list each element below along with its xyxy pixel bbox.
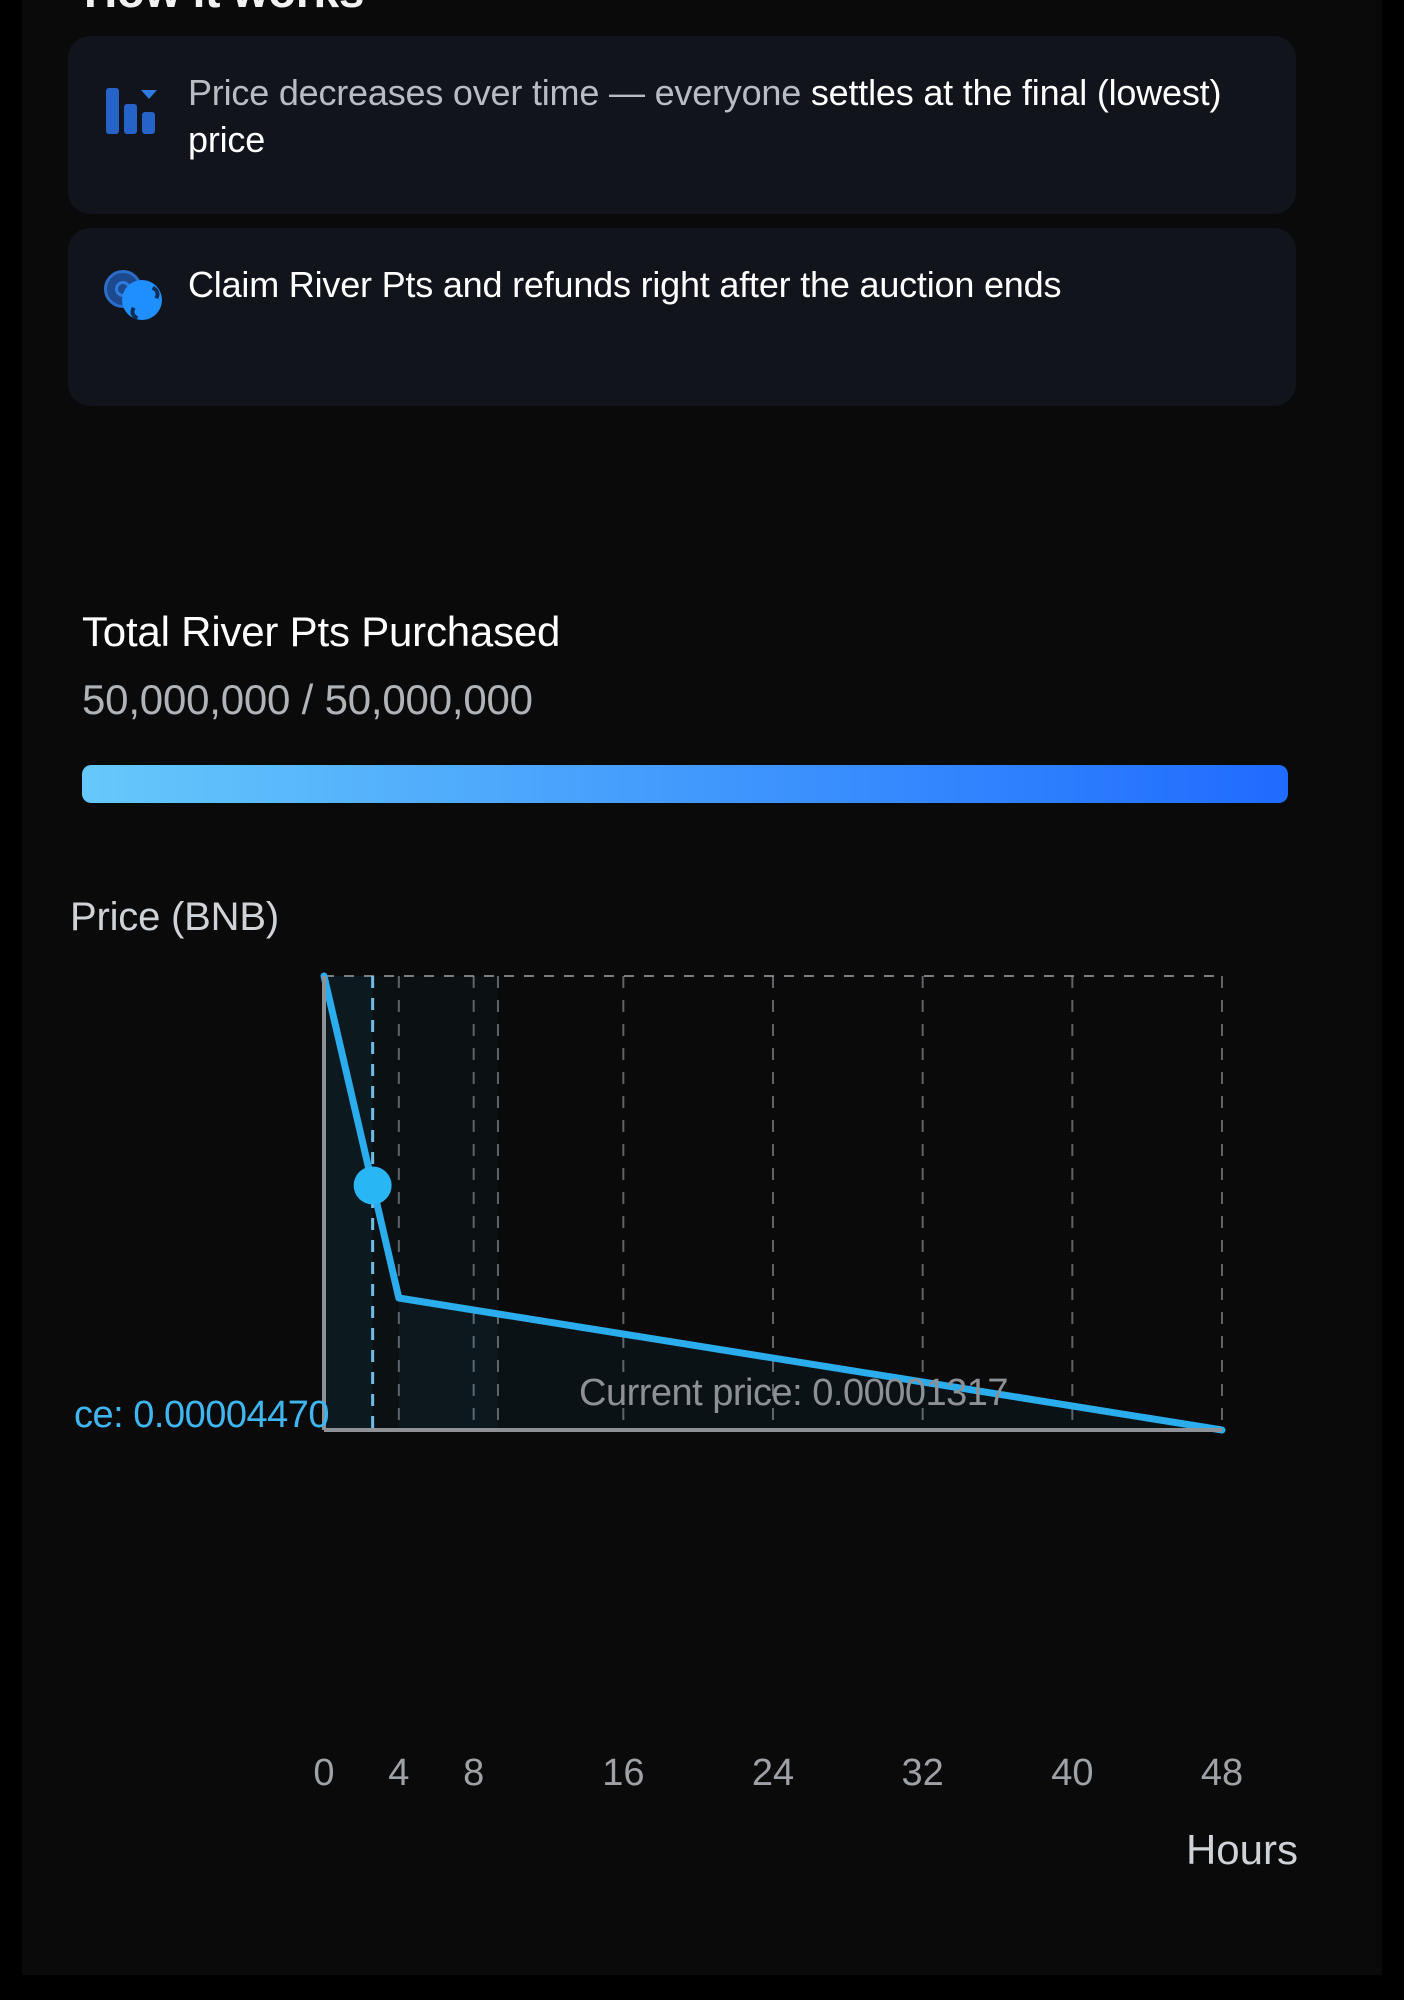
chart-x-tick: 16 <box>602 1752 645 1794</box>
info-card-text-lead: Claim River Pts and refunds right after … <box>188 264 1062 305</box>
river-pts-progress-bar <box>82 765 1288 803</box>
auction-page: How it works Price decreases over time —… <box>22 0 1382 1975</box>
total-river-pts-title: Total River Pts Purchased <box>82 608 561 655</box>
chart-x-tick: 40 <box>1051 1752 1094 1794</box>
chart-x-tick: 4 <box>388 1752 410 1794</box>
info-card-text-lead: Price decreases over time — everyone <box>188 72 811 113</box>
chart-canvas <box>320 972 1226 1434</box>
current-price-annotation: Current price: 0.00001317 <box>579 1372 1009 1414</box>
info-card-claim-refunds: Claim River Pts and refunds right after … <box>68 228 1296 406</box>
river-pts-progress-fill <box>82 765 1288 803</box>
info-card-text-highlight: settles at the final (lowest) price <box>188 72 1222 160</box>
bar-chart-icon <box>104 76 160 134</box>
settle-price-annotation: ce: 0.00004470 <box>74 1394 330 1436</box>
chart-axis-label-price: Price (BNB) <box>70 895 279 939</box>
chart-x-tick: 32 <box>901 1752 944 1794</box>
coins-icon <box>104 268 163 326</box>
chart-x-tick: 48 <box>1200 1752 1244 1794</box>
chart-x-axis-labels: 0 4 8 16 24 32 40 48 <box>22 1752 1382 1812</box>
chart-x-tick: 0 <box>313 1752 335 1794</box>
info-card-text: Claim River Pts and refunds right after … <box>188 262 1061 309</box>
chart-x-tick: 8 <box>463 1752 485 1794</box>
chart-x-tick: 24 <box>751 1752 795 1794</box>
section-heading: How it works <box>84 0 364 18</box>
info-card-price-decreases: Price decreases over time — everyone set… <box>68 36 1296 214</box>
total-river-pts-value: 50,000,000 / 50,000,000 <box>82 676 533 723</box>
price-curve-chart <box>22 960 1382 1540</box>
chart-x-axis-title: Hours <box>1185 1826 1298 1873</box>
info-card-text: Price decreases over time — everyone set… <box>188 70 1248 164</box>
